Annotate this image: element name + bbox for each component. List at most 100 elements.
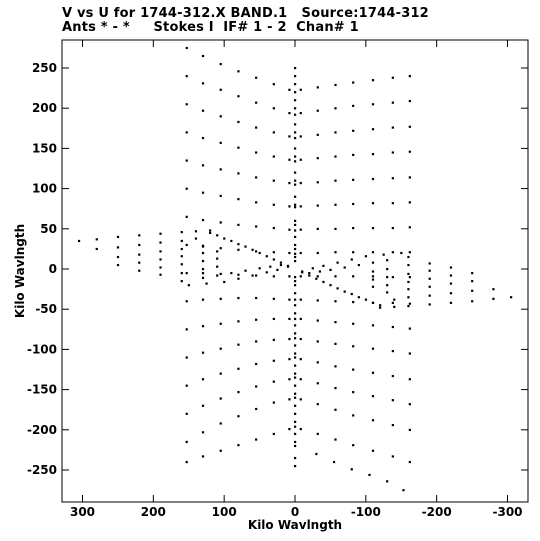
- data-point: [255, 201, 258, 204]
- data-point: [185, 272, 188, 275]
- data-point: [216, 274, 219, 277]
- data-point: [138, 234, 141, 237]
- tick-labels: 300 200 100 0 -100 -200 -300 250 200 150 100 50 0 -50…: [27, 61, 523, 519]
- data-point: [352, 368, 355, 371]
- data-point: [219, 297, 222, 300]
- data-point: [201, 109, 205, 112]
- data-point: [299, 337, 302, 341]
- data-point: [294, 67, 297, 70]
- data-point: [194, 230, 198, 233]
- data-point: [294, 223, 297, 226]
- data-point: [258, 267, 261, 270]
- data-point: [294, 332, 297, 335]
- data-point: [237, 320, 240, 323]
- data-point: [352, 391, 355, 394]
- data-point: [237, 367, 240, 370]
- data-point: [352, 300, 355, 304]
- data-point: [332, 460, 336, 464]
- data-point: [391, 276, 394, 279]
- data-point: [299, 205, 302, 208]
- data-point: [219, 88, 222, 91]
- data-point: [219, 372, 222, 375]
- data-point: [294, 235, 297, 239]
- data-point: [138, 243, 141, 247]
- data-point: [408, 327, 411, 330]
- data-point: [244, 245, 247, 248]
- data-point: [201, 218, 205, 222]
- data-point: [294, 304, 297, 307]
- data-point: [219, 115, 222, 118]
- data-point: [402, 489, 405, 492]
- data-point: [449, 266, 453, 269]
- data-point: [386, 284, 389, 287]
- data-point: [294, 219, 297, 222]
- data-point: [294, 155, 297, 158]
- data-point: [180, 239, 183, 243]
- data-point: [219, 322, 222, 325]
- data-point: [294, 364, 297, 367]
- data-point: [371, 449, 375, 452]
- data-point: [393, 298, 396, 301]
- data-point: [371, 301, 375, 304]
- data-point: [294, 252, 297, 255]
- data-point: [316, 299, 319, 302]
- data-point: [272, 432, 275, 436]
- data-point: [255, 225, 258, 228]
- data-point: [294, 83, 297, 86]
- data-point: [299, 158, 302, 161]
- data-point: [237, 172, 240, 175]
- y-tick-label: 100: [32, 182, 57, 196]
- data-point: [255, 126, 258, 129]
- data-point: [352, 202, 355, 206]
- data-point: [371, 419, 375, 422]
- data-point: [294, 372, 297, 375]
- data-point: [391, 325, 394, 329]
- data-point: [219, 449, 222, 452]
- data-point: [299, 358, 302, 361]
- data-point: [185, 412, 188, 415]
- data-point: [194, 237, 198, 240]
- data-point: [391, 251, 394, 254]
- data-point: [255, 407, 258, 411]
- data-point: [230, 239, 233, 243]
- data-point: [216, 250, 219, 253]
- data-point: [294, 444, 297, 448]
- y-tick-label: -50: [35, 302, 57, 316]
- data-point: [391, 374, 394, 378]
- data-point: [408, 352, 411, 355]
- data-point: [187, 284, 190, 287]
- data-point: [219, 397, 222, 400]
- data-point: [294, 440, 297, 444]
- data-point: [334, 203, 337, 206]
- data-point: [316, 109, 319, 112]
- data-point: [408, 276, 411, 279]
- data-point: [408, 251, 411, 254]
- data-point: [272, 317, 275, 321]
- data-point: [294, 412, 297, 415]
- data-point: [352, 104, 355, 107]
- data-point: [288, 317, 291, 321]
- data-point: [288, 358, 291, 361]
- y-tick-label: 50: [40, 222, 57, 236]
- data-point: [205, 282, 208, 285]
- x-tick-label: -200: [422, 505, 452, 519]
- data-point: [279, 261, 283, 264]
- data-point: [138, 261, 141, 264]
- data-point: [294, 229, 297, 232]
- data-point: [334, 408, 337, 411]
- data-point: [223, 237, 226, 240]
- data-point: [316, 133, 319, 136]
- data-point: [391, 202, 394, 205]
- data-point: [288, 275, 291, 278]
- data-point: [350, 292, 353, 296]
- data-point: [449, 274, 453, 277]
- data-point: [288, 251, 291, 255]
- x-tick-label: 0: [291, 505, 299, 519]
- data-point: [407, 272, 410, 276]
- data-point: [294, 131, 297, 134]
- data-point: [116, 246, 120, 249]
- data-point: [316, 227, 319, 230]
- data-point: [201, 82, 205, 85]
- data-point: [352, 345, 355, 348]
- data-point: [386, 268, 389, 271]
